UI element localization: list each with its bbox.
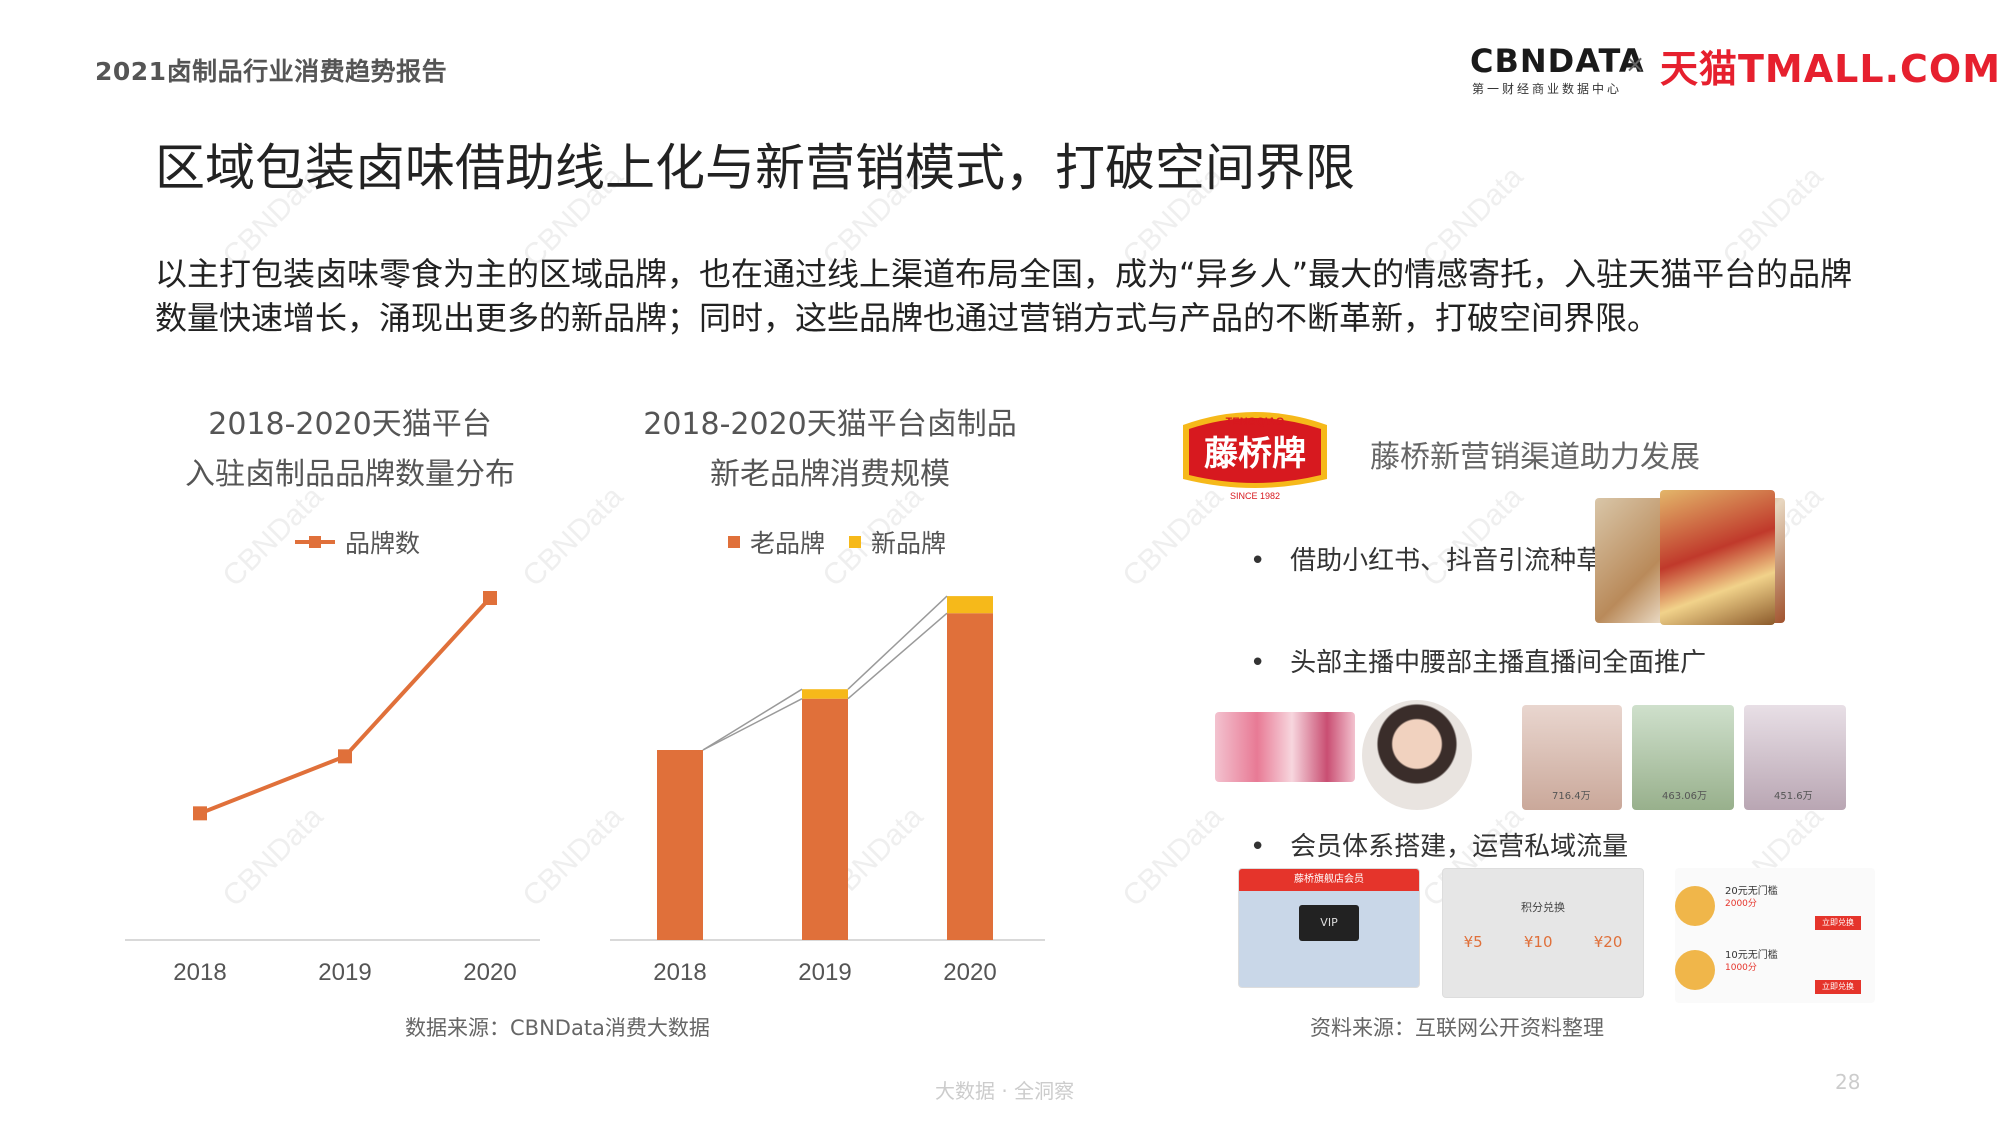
x-tick-label: 2018 (173, 959, 226, 986)
streamer-2-fans: 463.06万 (1662, 791, 1707, 802)
tengqiao-panel-title: 藤桥新营销渠道助力发展 (1370, 440, 1700, 475)
legend-swatch-old (728, 536, 740, 548)
connector-total (847, 595, 948, 690)
footer-tagline: 大数据 · 全洞察 (935, 1079, 1075, 1103)
streamer-avatar (1362, 700, 1472, 810)
coupon-1-button[interactable]: 立即兑换 (1815, 916, 1861, 930)
data-point-2020 (483, 591, 497, 605)
coupon-icon-2 (1675, 950, 1715, 990)
legend-line-marker (295, 536, 335, 548)
tengqiao-logo-since: SINCE 1982 (1230, 491, 1280, 501)
points-price-2: ¥10 (1523, 933, 1553, 951)
coupon-2-button[interactable]: 立即兑换 (1815, 980, 1861, 994)
data-point-2019 (338, 749, 352, 764)
chart2-title: 2018-2020天猫平台卤制品 新老品牌消费规模 (610, 400, 1050, 500)
data-point-2018 (193, 806, 207, 821)
bar-old-2020 (947, 613, 993, 940)
series-line-品牌数 (199, 596, 492, 816)
points-exchange-screenshot: 积分兑换 ¥5 ¥10 ¥20 (1442, 868, 1644, 998)
legend-swatch-new (849, 536, 862, 548)
chart1-title: 2018-2020天猫平台 入驻卤制品品牌数量分布 (140, 400, 560, 500)
connector-old (847, 612, 948, 700)
cbndata-logo-subtitle: 第一财经商业数据中心 (1472, 82, 1623, 96)
x-tick-label: 2019 (318, 959, 371, 986)
streamer-3-fans: 451.6万 (1774, 791, 1813, 802)
x-tick-label: 2020 (943, 959, 996, 986)
bar-old-2019 (802, 698, 848, 940)
x-tick-label: 2019 (798, 959, 851, 986)
tengqiao-logo-main: 藤桥牌 (1204, 434, 1306, 474)
x-tick-label: 2018 (653, 959, 706, 986)
bullet-item-3: • 会员体系搭建，运营私域流量 (1250, 832, 1629, 862)
x-tick-label: 2020 (463, 959, 516, 986)
chart2-legend: 老品牌 新品牌 (728, 524, 946, 560)
vip-card: VIP (1299, 905, 1359, 941)
connector-old (702, 698, 803, 751)
coupon-2-title: 10元无门槛 (1725, 950, 1778, 961)
bullet-item-1: • 借助小红书、抖音引流种草 (1250, 546, 1603, 576)
coupon-1-points: 2000分 (1725, 899, 1757, 909)
chart2-legend-new: 新品牌 (871, 529, 947, 558)
bullet-item-1-text: 借助小红书、抖音引流种草 (1290, 546, 1603, 576)
tmall-logo: 天猫TMALL.COM (1660, 47, 2001, 91)
streamer-1-fans: 716.4万 (1552, 791, 1591, 802)
chart2-title-line1: 2018-2020天猫平台卤制品 (643, 407, 1017, 442)
data-source: 数据来源：CBNData消费大数据 (405, 1016, 710, 1040)
page-title: 区域包装卤味借助线上化与新营销模式，打破空间界限 (155, 139, 1355, 197)
bar-new-2020 (947, 596, 993, 614)
bullet-item-2-text: 头部主播中腰部主播直播间全面推广 (1290, 648, 1707, 678)
member-store-screenshot: 藤桥旗舰店会员 VIP (1238, 868, 1420, 988)
chart2-title-line2: 新老品牌消费规模 (710, 457, 950, 492)
stacked-bar-chart: 2018 2019 2020 (610, 595, 1045, 986)
points-exchange-title: 积分兑换 (1521, 901, 1565, 914)
points-price-1: ¥5 (1463, 933, 1483, 951)
report-title: 2021卤制品行业消费趋势报告 (95, 57, 448, 86)
streamer-card-1: 716.4万 (1522, 705, 1622, 810)
member-store-title: 藤桥旗舰店会员 (1239, 869, 1419, 891)
page-number: 28 (1835, 1070, 1861, 1094)
tengqiao-logo: TENGQIAO 藤桥牌 SINCE 1982 (1183, 412, 1327, 501)
chart1-legend-label: 品牌数 (345, 529, 421, 558)
cbndata-logo: CBNDATA (1470, 42, 1645, 80)
chart1-legend: 品牌数 (295, 524, 420, 560)
bullet-item-2: • 头部主播中腰部主播直播间全面推广 (1250, 648, 1707, 678)
douyin-screenshot (1660, 490, 1775, 625)
streamer-card-2: 463.06万 (1632, 705, 1734, 810)
chart1-title-line1: 2018-2020天猫平台 (208, 407, 492, 442)
material-source: 资料来源：互联网公开资料整理 (1310, 1016, 1604, 1040)
line-chart: 2018 2019 2020 (125, 591, 540, 986)
logo-separator: × (1625, 50, 1646, 78)
tengqiao-logo-top: TENGQIAO (1226, 416, 1285, 428)
watermark-text: CBNData (1116, 800, 1230, 914)
chart2-legend-old: 老品牌 (750, 529, 826, 558)
bar-old-2018 (657, 750, 703, 940)
connector-total (702, 688, 803, 751)
bar-new-2019 (802, 689, 848, 699)
bullet-item-3-text: 会员体系搭建，运营私域流量 (1290, 832, 1629, 862)
chart1-title-line2: 入驻卤制品品牌数量分布 (185, 457, 515, 492)
streamer-card-3: 451.6万 (1744, 705, 1846, 810)
points-price-3: ¥20 (1593, 933, 1623, 951)
intro-paragraph: 以主打包装卤味零食为主的区域品牌，也在通过线上渠道布局全国，成为“异乡人”最大的… (155, 255, 1853, 337)
coupon-list-screenshot: 20元无门槛 2000分 立即兑换 10元无门槛 1000分 立即兑换 (1675, 868, 1875, 1003)
coupon-1-title: 20元无门槛 (1725, 886, 1778, 897)
coupon-icon-1 (1675, 886, 1715, 926)
coupon-2-points: 1000分 (1725, 963, 1757, 973)
livestream-collage (1215, 712, 1355, 782)
